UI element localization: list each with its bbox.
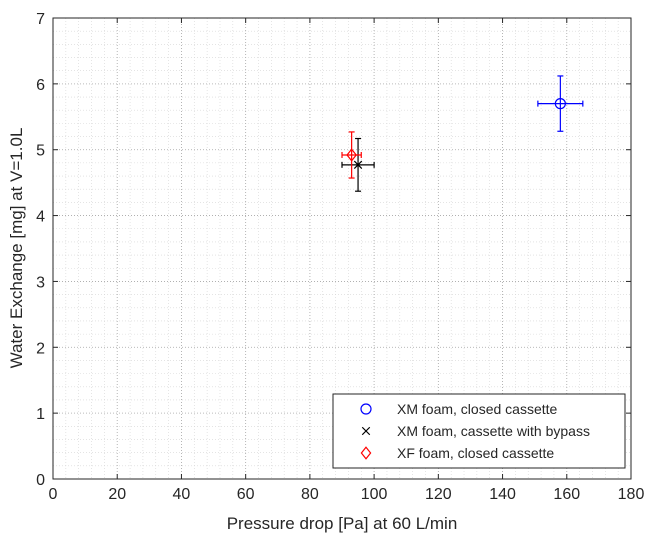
- data-point: [537, 75, 584, 132]
- data-point: [341, 137, 375, 192]
- x-tick-label: 20: [108, 486, 126, 503]
- diamond-marker: [346, 148, 358, 162]
- x-tick-label: 180: [618, 486, 645, 503]
- x-tick-label: 80: [301, 486, 319, 503]
- legend: XM foam, closed cassette XM foam, cassett…: [332, 393, 626, 469]
- y-tick-label: 6: [36, 77, 45, 94]
- y-tick-label: 3: [36, 274, 45, 291]
- legend-label: XM foam, closed cassette: [397, 401, 558, 417]
- x-tick-label: 120: [425, 486, 452, 503]
- data-points: [341, 75, 584, 192]
- x-tick-label: 160: [553, 486, 580, 503]
- y-tick-label: 2: [36, 340, 45, 357]
- x-marker: [353, 160, 363, 170]
- x-tick-label: 60: [237, 486, 255, 503]
- y-tick-label: 4: [36, 209, 45, 226]
- x-marker-stroke: [361, 426, 371, 436]
- x-tick-label: 0: [49, 486, 58, 503]
- legend-item: XF foam, closed cassette: [360, 445, 554, 461]
- x-tick-label: 100: [361, 486, 388, 503]
- axis-ticks: 0 20 40 60 80 100 120 140 160 180 0 1 2 3 4 5 6 7: [36, 11, 644, 503]
- y-tick-label: 1: [36, 406, 45, 423]
- plot-area-frame: [52, 17, 632, 480]
- circle-marker: [360, 403, 372, 415]
- legend-item: XM foam, cassette with bypass: [361, 423, 590, 439]
- x-tick-label: 140: [489, 486, 516, 503]
- data-point: [341, 131, 362, 179]
- x-tick-label: 40: [173, 486, 191, 503]
- x-marker-stroke: [353, 160, 363, 170]
- circle-marker: [554, 98, 566, 110]
- legend-label: XF foam, closed cassette: [397, 445, 554, 461]
- diamond-marker: [360, 446, 372, 460]
- y-tick-label: 0: [36, 472, 45, 489]
- legend-box: [332, 393, 626, 469]
- legend-item: XM foam, closed cassette: [360, 401, 558, 417]
- y-tick-label: 5: [36, 143, 45, 160]
- legend-label: XM foam, cassette with bypass: [397, 423, 590, 439]
- y-axis-label: Water Exchange [mg] at V=1.0L: [7, 128, 26, 369]
- y-tick-label: 7: [36, 11, 45, 28]
- x-axis-label: Pressure drop [Pa] at 60 L/min: [227, 514, 458, 533]
- x-marker: [361, 426, 371, 436]
